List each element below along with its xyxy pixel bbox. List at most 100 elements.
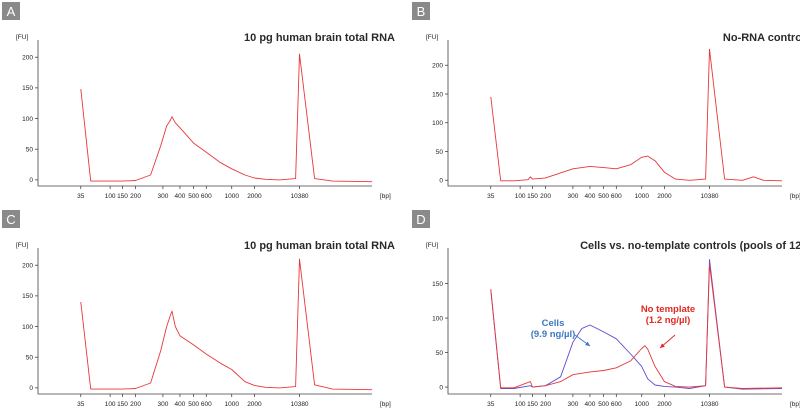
x-tick-label: 300 bbox=[157, 193, 168, 200]
x-tick-label: 400 bbox=[175, 401, 186, 408]
y-unit-label: [FU] bbox=[426, 34, 438, 41]
x-tick-label: 35 bbox=[77, 193, 85, 200]
x-tick-label: 300 bbox=[157, 401, 168, 408]
x-unit-label: [bp] bbox=[790, 401, 800, 408]
panel-letter: C bbox=[6, 212, 15, 227]
y-tick-label: 200 bbox=[22, 55, 33, 62]
x-tick-label: 500 bbox=[598, 193, 609, 200]
panel-letter-box bbox=[2, 2, 20, 20]
panel-title: 10 pg human brain total RNA bbox=[244, 240, 395, 252]
x-tick-label: 150 bbox=[117, 193, 128, 200]
annotation-label: (1.2 ng/µl) bbox=[646, 315, 691, 326]
annotation-label: Cells bbox=[542, 318, 565, 329]
x-tick-label: 10380 bbox=[700, 193, 718, 200]
y-tick-label: 0 bbox=[439, 384, 443, 391]
series-line-1 bbox=[490, 48, 783, 182]
x-tick-label: 35 bbox=[487, 193, 495, 200]
panel-c: C10 pg human brain total RNA[FU]05010015… bbox=[2, 210, 395, 408]
annotation-label: (9.9 ng/µl) bbox=[531, 329, 576, 340]
x-tick-label: 500 bbox=[598, 401, 609, 408]
x-tick-label: 35 bbox=[77, 401, 85, 408]
x-tick-label: 2000 bbox=[657, 193, 672, 200]
x-tick-label: 1000 bbox=[224, 401, 239, 408]
panel-letter: D bbox=[416, 212, 425, 227]
y-tick-label: 150 bbox=[432, 281, 443, 288]
panel-letter-box bbox=[412, 2, 430, 20]
x-tick-label: 10380 bbox=[700, 401, 718, 408]
x-tick-label: 200 bbox=[130, 401, 141, 408]
x-tick-label: 100 bbox=[515, 401, 526, 408]
x-tick-label: 150 bbox=[527, 193, 538, 200]
y-tick-label: 50 bbox=[26, 147, 34, 154]
x-unit-label: [bp] bbox=[380, 401, 391, 408]
y-tick-label: 150 bbox=[432, 91, 443, 98]
series-line-2 bbox=[490, 263, 783, 389]
x-tick-label: 2000 bbox=[657, 401, 672, 408]
panel-title: No-RNA control bbox=[723, 32, 800, 44]
axes bbox=[37, 40, 372, 187]
y-tick-label: 100 bbox=[22, 324, 33, 331]
x-tick-label: 200 bbox=[540, 193, 551, 200]
axes bbox=[447, 248, 782, 395]
y-unit-label: [FU] bbox=[16, 34, 28, 41]
x-tick-label: 100 bbox=[105, 401, 116, 408]
x-tick-label: 300 bbox=[567, 193, 578, 200]
x-tick-label: 600 bbox=[201, 401, 212, 408]
series-line-1 bbox=[80, 258, 373, 391]
y-tick-label: 100 bbox=[432, 315, 443, 322]
axes bbox=[37, 248, 372, 395]
series-line-1 bbox=[80, 53, 373, 183]
x-tick-label: 2000 bbox=[247, 401, 262, 408]
series-line-1 bbox=[490, 259, 783, 390]
panel-letter: A bbox=[7, 4, 16, 19]
panel-letter-box bbox=[2, 210, 20, 228]
x-tick-label: 600 bbox=[611, 193, 622, 200]
y-tick-label: 0 bbox=[29, 177, 33, 184]
x-tick-label: 500 bbox=[188, 401, 199, 408]
axes bbox=[447, 40, 782, 187]
y-tick-label: 50 bbox=[436, 350, 444, 357]
x-tick-label: 300 bbox=[567, 401, 578, 408]
panel-letter-box bbox=[412, 210, 430, 228]
y-tick-label: 0 bbox=[439, 178, 443, 185]
y-tick-label: 0 bbox=[29, 385, 33, 392]
y-tick-label: 200 bbox=[432, 63, 443, 70]
x-tick-label: 10380 bbox=[290, 193, 308, 200]
y-unit-label: [FU] bbox=[16, 242, 28, 249]
x-tick-label: 1000 bbox=[634, 193, 649, 200]
y-unit-label: [FU] bbox=[426, 242, 438, 249]
y-tick-label: 100 bbox=[22, 116, 33, 123]
x-tick-label: 10380 bbox=[290, 401, 308, 408]
y-tick-label: 100 bbox=[432, 120, 443, 127]
panel-d: D Cells vs. no-template controls (pools o… bbox=[412, 210, 800, 408]
x-tick-label: 1000 bbox=[224, 193, 239, 200]
x-tick-label: 100 bbox=[515, 193, 526, 200]
x-unit-label: [bp] bbox=[380, 193, 391, 200]
y-tick-label: 150 bbox=[22, 293, 33, 300]
x-tick-label: 2000 bbox=[247, 193, 262, 200]
x-tick-label: 500 bbox=[188, 193, 199, 200]
y-tick-label: 200 bbox=[22, 263, 33, 270]
panel-title: Cells vs. no-template controls (pools of… bbox=[580, 240, 800, 252]
x-tick-label: 400 bbox=[585, 401, 596, 408]
x-tick-label: 35 bbox=[487, 401, 495, 408]
x-tick-label: 1000 bbox=[634, 401, 649, 408]
y-tick-label: 50 bbox=[26, 355, 34, 362]
y-tick-label: 50 bbox=[436, 149, 444, 156]
x-tick-label: 150 bbox=[527, 401, 538, 408]
annotation-arrowhead bbox=[585, 341, 590, 346]
panel-a: A10 pg human brain total RNA[FU]05010015… bbox=[2, 2, 395, 200]
panel-title: 10 pg human brain total RNA bbox=[244, 32, 395, 44]
x-tick-label: 150 bbox=[117, 401, 128, 408]
y-tick-label: 150 bbox=[22, 85, 33, 92]
x-tick-label: 100 bbox=[105, 193, 116, 200]
x-tick-label: 400 bbox=[175, 193, 186, 200]
x-tick-label: 600 bbox=[611, 401, 622, 408]
annotation-arrowhead bbox=[660, 343, 665, 348]
x-tick-label: 200 bbox=[540, 401, 551, 408]
annotation-label: No template bbox=[641, 304, 695, 315]
x-tick-label: 200 bbox=[130, 193, 141, 200]
x-tick-label: 600 bbox=[201, 193, 212, 200]
